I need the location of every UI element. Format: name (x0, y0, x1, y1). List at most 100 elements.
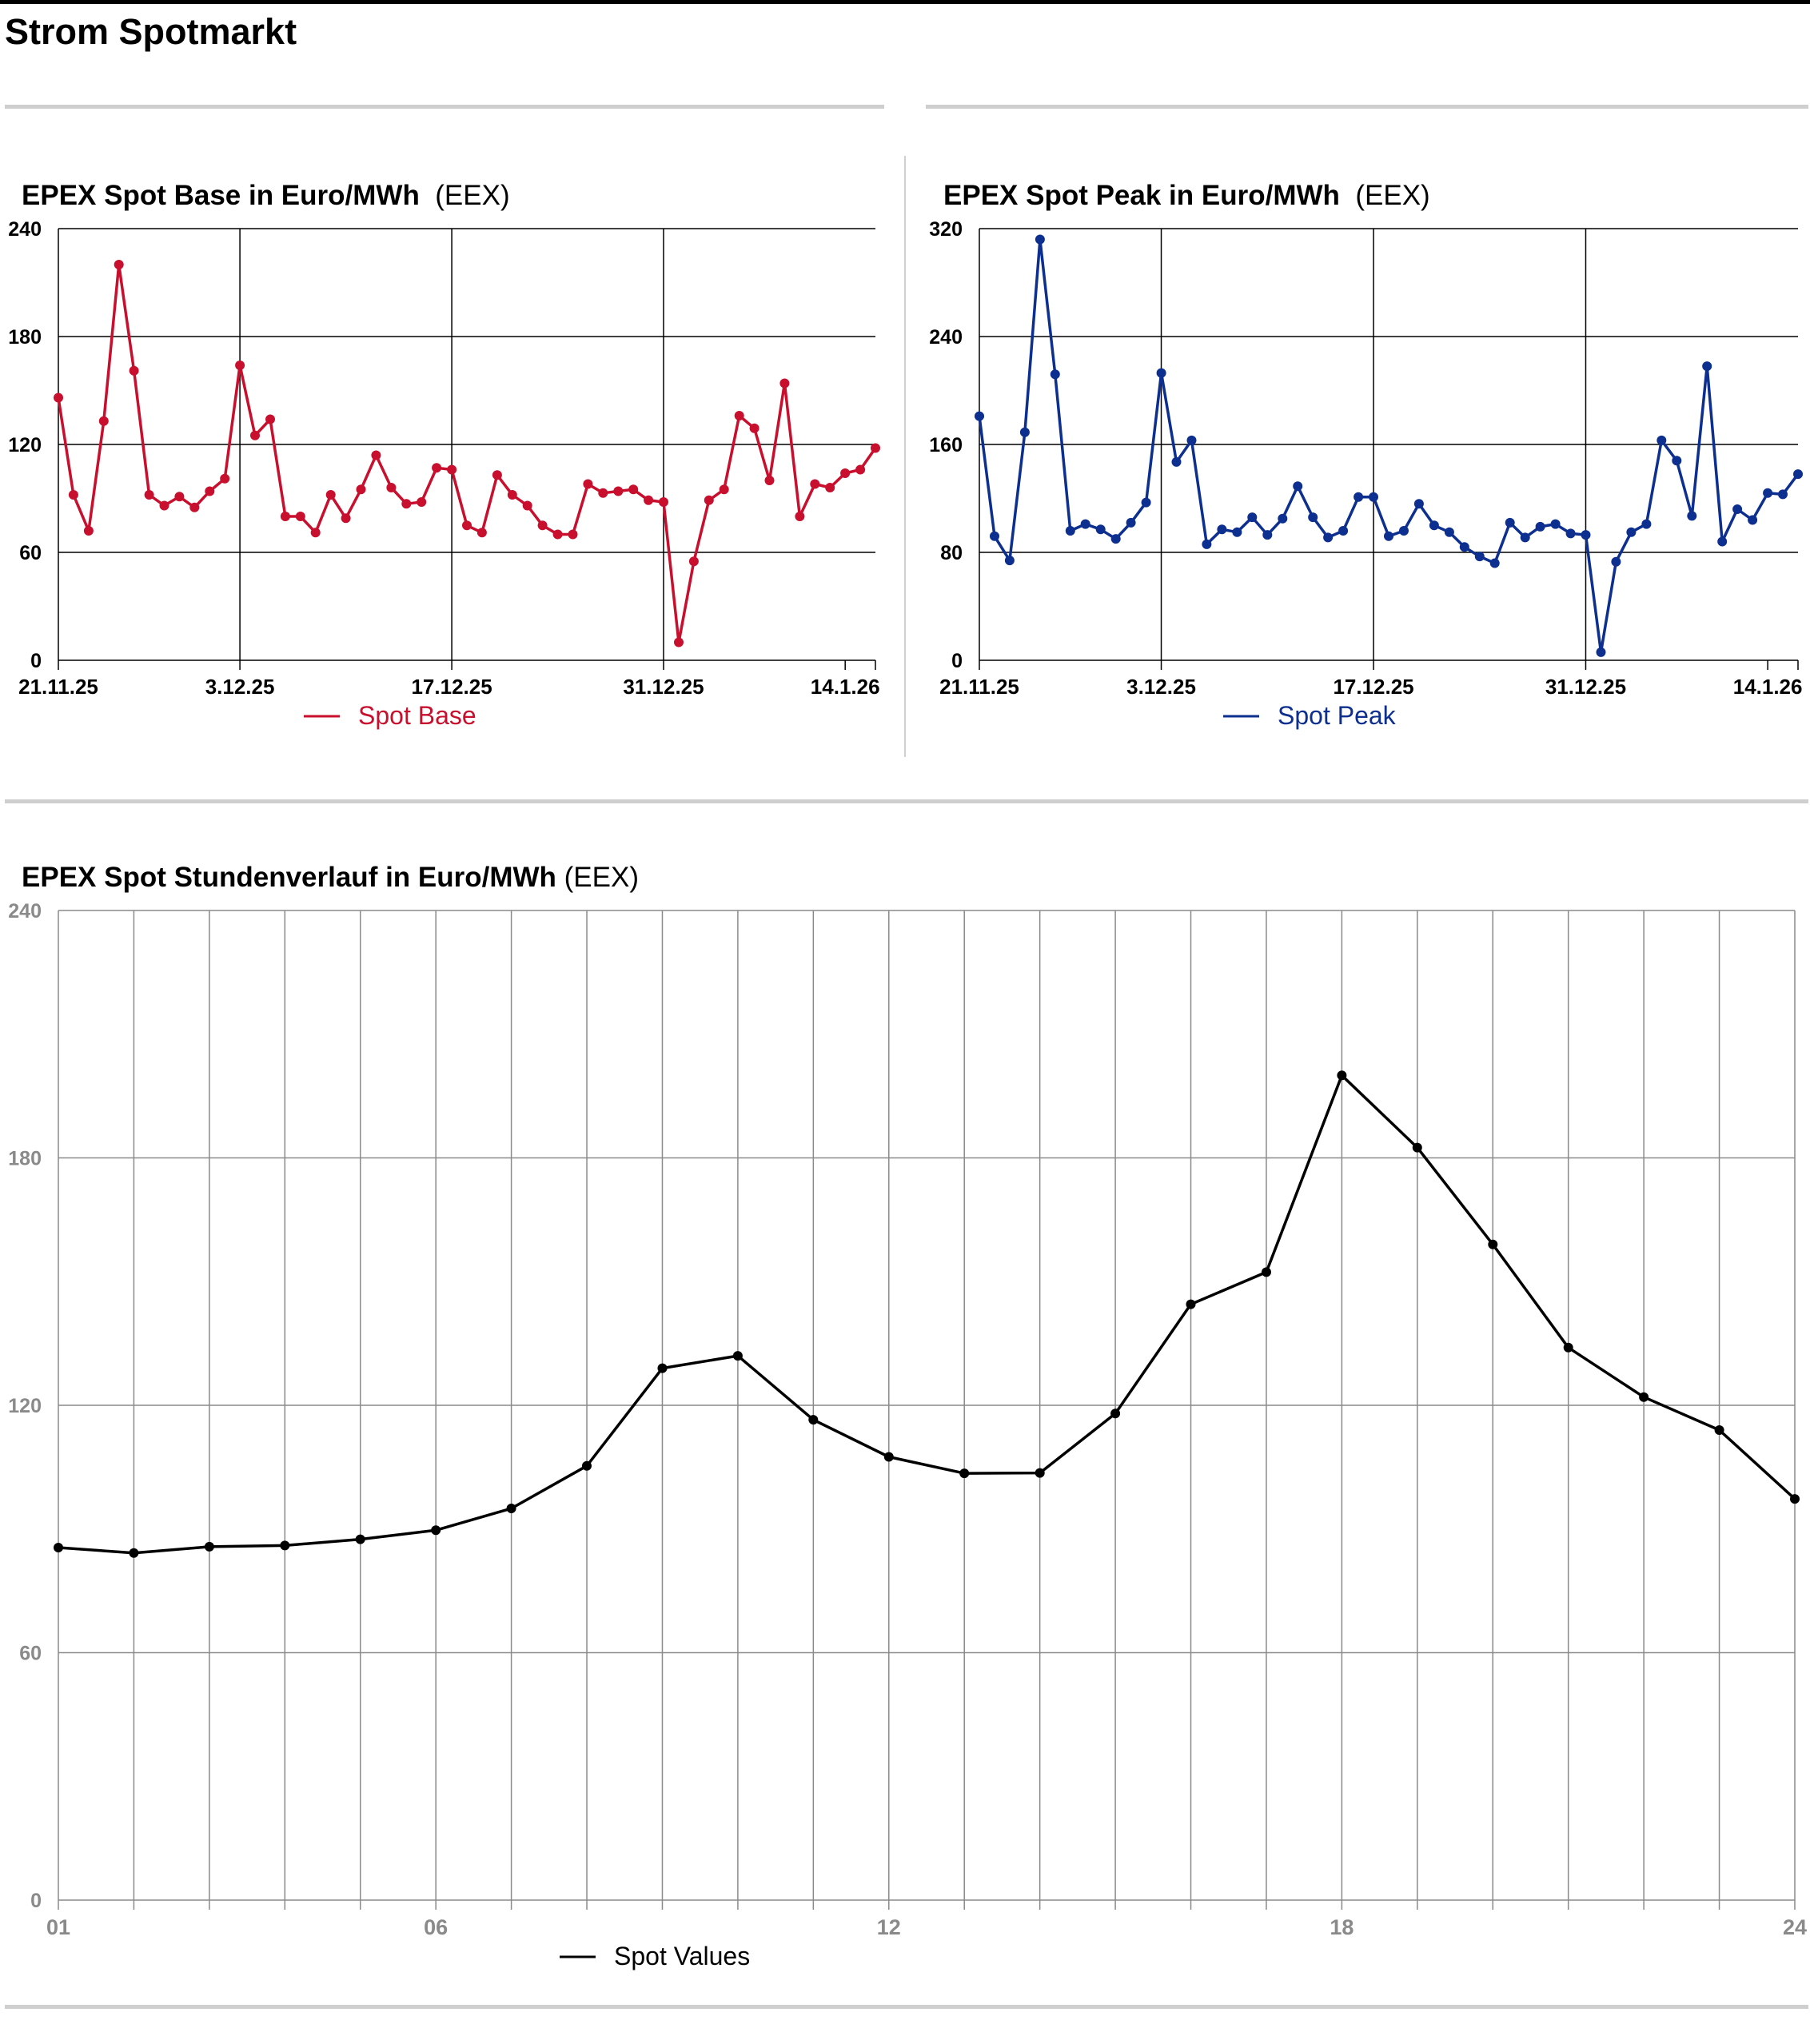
hourly-chart-title: EPEX Spot Stundenverlauf in Euro/MWh (EE… (22, 862, 640, 893)
hourly-legend-label: Spot Values (614, 1942, 750, 1970)
base-data-point (628, 484, 639, 495)
peak-data-point (1565, 528, 1576, 539)
peak-ytick-label: 320 (929, 218, 963, 241)
base-plot (54, 228, 880, 670)
peak-data-point (990, 531, 999, 541)
peak-xtick-label: 3.12.25 (1126, 675, 1196, 699)
divider-bottom (5, 2005, 1808, 2009)
hourly-xtick-label: 12 (877, 1915, 901, 1939)
base-data-point (325, 490, 336, 500)
hourly-chart-source: (EEX) (564, 862, 640, 893)
base-data-point (462, 520, 472, 531)
base-data-point (552, 529, 563, 540)
hourly-data-point (959, 1468, 970, 1479)
peak-data-point (1611, 556, 1621, 567)
base-data-point (114, 260, 124, 269)
base-data-point (659, 497, 668, 507)
base-data-point (295, 512, 305, 521)
base-data-point (492, 470, 502, 480)
peak-data-point (1641, 519, 1652, 529)
base-ytick-label: 0 (30, 650, 42, 672)
base-data-point (810, 479, 820, 489)
peak-xtick-label: 14.1.26 (1733, 675, 1803, 699)
hourly-data-point (1337, 1070, 1347, 1081)
hourly-plot (54, 910, 1800, 1910)
base-data-point (417, 497, 427, 507)
base-xtick-label: 14.1.26 (811, 675, 880, 699)
hourly-data-point (657, 1363, 668, 1373)
hourly-data-point (1262, 1267, 1271, 1277)
hourly-data-point (1035, 1468, 1045, 1478)
peak-ytick-label: 80 (940, 542, 963, 564)
peak-data-point (1202, 539, 1212, 549)
peak-data-point (1399, 526, 1409, 536)
hourly-data-point (1790, 1494, 1800, 1504)
peak-data-point (1278, 513, 1288, 524)
hourly-xtick-label: 24 (1783, 1915, 1807, 1939)
base-xtick-label: 21.11.25 (18, 675, 98, 699)
peak-xtick-label: 21.11.25 (939, 675, 1019, 699)
peak-data-point (1535, 521, 1545, 532)
peak-data-point (1095, 524, 1106, 535)
base-data-point (779, 378, 790, 388)
peak-data-point (1763, 488, 1773, 498)
peak-data-point (1596, 647, 1606, 657)
hourly-ytick-label: 240 (8, 900, 42, 922)
base-xtick-label: 3.12.25 (205, 675, 275, 699)
base-ytick-label: 60 (19, 542, 42, 564)
peak-data-point (1293, 481, 1303, 492)
peak-data-point (1474, 552, 1485, 562)
hourly-data-point (808, 1415, 819, 1425)
base-data-point (719, 484, 729, 495)
base-data-point (386, 483, 397, 492)
hourly-data-point (506, 1504, 516, 1513)
base-data-point (250, 430, 260, 440)
peak-series-line (978, 237, 1800, 654)
panel-separator (904, 156, 906, 757)
peak-data-point (1323, 532, 1334, 543)
hourly-ytick-label: 60 (19, 1643, 42, 1665)
base-data-point (871, 443, 880, 453)
base-data-point (174, 492, 185, 502)
base-data-point (54, 392, 63, 403)
base-data-point (674, 637, 684, 647)
hourly-data-point (1186, 1299, 1196, 1309)
peak-data-point (1171, 456, 1182, 467)
base-data-point (432, 463, 442, 473)
hourly-data-point (1639, 1392, 1649, 1402)
hourly-series-line (58, 1074, 1796, 1555)
base-data-point (598, 488, 608, 498)
base-data-point (476, 528, 487, 538)
peak-data-point (975, 411, 984, 421)
divider-right (926, 105, 1808, 109)
peak-ytick-label: 240 (929, 326, 963, 349)
base-ytick-label: 240 (8, 218, 42, 241)
peak-data-point (1080, 519, 1090, 529)
peak-legend-label: Spot Peak (1278, 701, 1397, 730)
hourly-data-point (883, 1452, 894, 1462)
base-data-point (280, 512, 290, 521)
peak-data-point (1004, 556, 1015, 566)
base-data-point (855, 464, 866, 475)
peak-xtick-label: 17.12.25 (1333, 675, 1413, 699)
peak-data-point (1505, 517, 1515, 528)
peak-data-point (1550, 519, 1561, 529)
peak-data-point (1354, 492, 1364, 502)
base-data-point (205, 486, 215, 496)
hourly-ytick-label: 0 (30, 1890, 42, 1912)
base-legend-label: Spot Base (358, 701, 476, 730)
base-data-point (537, 520, 548, 531)
base-data-point (840, 468, 851, 478)
peak-data-point (1141, 497, 1151, 508)
base-data-point (507, 490, 517, 500)
base-data-point (704, 495, 714, 505)
peak-data-point (1717, 536, 1728, 547)
peak-data-point (1217, 524, 1227, 535)
hourly-data-point (280, 1540, 290, 1551)
page-title: Strom Spotmarkt (5, 11, 297, 52)
peak-data-point (1369, 492, 1378, 502)
hourly-data-point (355, 1534, 365, 1544)
peak-data-point (1232, 527, 1242, 537)
base-data-point (749, 423, 759, 433)
